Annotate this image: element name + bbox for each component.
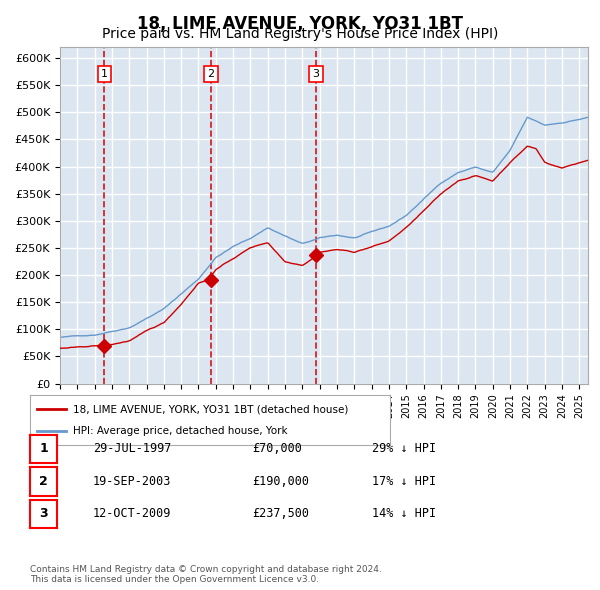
Text: 1: 1 xyxy=(101,69,108,79)
Text: £237,500: £237,500 xyxy=(252,507,309,520)
Text: 18, LIME AVENUE, YORK, YO31 1BT: 18, LIME AVENUE, YORK, YO31 1BT xyxy=(137,15,463,33)
Text: Price paid vs. HM Land Registry's House Price Index (HPI): Price paid vs. HM Land Registry's House … xyxy=(102,27,498,41)
Text: 12-OCT-2009: 12-OCT-2009 xyxy=(93,507,172,520)
Text: £70,000: £70,000 xyxy=(252,442,302,455)
Text: 17% ↓ HPI: 17% ↓ HPI xyxy=(372,475,436,488)
Text: 1: 1 xyxy=(39,442,48,455)
Text: Contains HM Land Registry data © Crown copyright and database right 2024.
This d: Contains HM Land Registry data © Crown c… xyxy=(30,565,382,584)
Text: 18, LIME AVENUE, YORK, YO31 1BT (detached house): 18, LIME AVENUE, YORK, YO31 1BT (detache… xyxy=(73,404,349,414)
Text: 2: 2 xyxy=(208,69,215,79)
Text: 3: 3 xyxy=(39,507,48,520)
Text: 19-SEP-2003: 19-SEP-2003 xyxy=(93,475,172,488)
Text: 14% ↓ HPI: 14% ↓ HPI xyxy=(372,507,436,520)
Text: £190,000: £190,000 xyxy=(252,475,309,488)
Text: 29-JUL-1997: 29-JUL-1997 xyxy=(93,442,172,455)
Text: HPI: Average price, detached house, York: HPI: Average price, detached house, York xyxy=(73,427,288,437)
Text: 2: 2 xyxy=(39,475,48,488)
Text: 29% ↓ HPI: 29% ↓ HPI xyxy=(372,442,436,455)
Text: 3: 3 xyxy=(313,69,320,79)
